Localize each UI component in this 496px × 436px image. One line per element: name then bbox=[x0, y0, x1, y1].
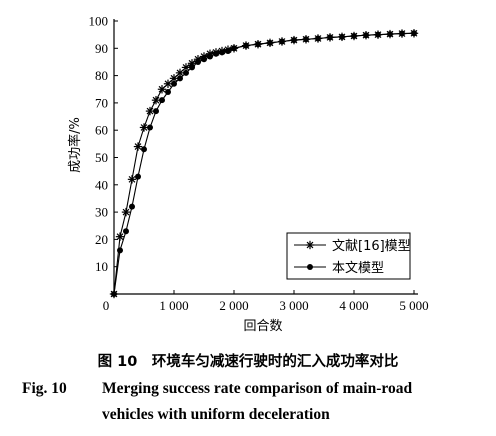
data-point bbox=[411, 30, 417, 37]
legend-box bbox=[286, 232, 411, 280]
data-point bbox=[351, 33, 357, 40]
data-point bbox=[127, 175, 137, 184]
y-tick-label: 10 bbox=[95, 259, 108, 274]
x-tick-label: 2 000 bbox=[219, 298, 248, 313]
data-point bbox=[387, 31, 393, 38]
chart: 0 1 000 2 000 3 000 4 000 5 000 10 20 30 40 50 60 70… bbox=[67, 14, 429, 335]
data-point bbox=[207, 53, 213, 60]
data-point bbox=[135, 173, 141, 180]
data-point bbox=[219, 49, 225, 56]
legend-swatch-marker bbox=[305, 240, 315, 250]
y-tick-label: 30 bbox=[95, 205, 108, 220]
x-tick-label: 3 000 bbox=[279, 298, 308, 313]
y-tick-label: 20 bbox=[95, 232, 108, 247]
data-point bbox=[163, 79, 173, 88]
figure-caption-cn: 图 10 环境车匀减速行驶时的汇入成功率对比 bbox=[97, 354, 399, 370]
data-point bbox=[177, 75, 183, 82]
x-tick-label: 4 000 bbox=[339, 298, 368, 313]
data-point bbox=[123, 228, 129, 235]
data-point bbox=[115, 232, 125, 241]
data-point bbox=[141, 146, 147, 153]
data-point bbox=[363, 32, 369, 39]
data-point bbox=[169, 74, 179, 83]
data-point bbox=[171, 80, 177, 87]
data-point bbox=[133, 142, 143, 151]
y-tick-label: 80 bbox=[95, 68, 108, 83]
data-point bbox=[189, 64, 195, 71]
data-point bbox=[151, 95, 161, 105]
legend-entry-series-1 bbox=[294, 240, 326, 250]
series-2 bbox=[111, 30, 417, 297]
data-point bbox=[243, 42, 249, 49]
figure-caption-label: Fig. 10 bbox=[22, 380, 67, 397]
data-point bbox=[267, 39, 273, 46]
data-point bbox=[139, 123, 149, 132]
y-tick-label: 60 bbox=[95, 123, 108, 138]
y-tick-label: 50 bbox=[95, 150, 108, 165]
data-point bbox=[117, 247, 123, 254]
data-point bbox=[195, 58, 201, 65]
x-axis-title: 回合数 bbox=[243, 319, 282, 334]
data-point bbox=[231, 45, 237, 52]
data-point bbox=[129, 203, 135, 210]
ticks: 0 1 000 2 000 3 000 4 000 5 000 10 20 30 40 50 60 70… bbox=[89, 14, 429, 314]
figure-caption-line-2: vehicles with uniform deceleration bbox=[102, 406, 330, 423]
data-point bbox=[153, 108, 159, 115]
data-point bbox=[225, 48, 231, 55]
data-point bbox=[315, 35, 321, 42]
data-point bbox=[183, 69, 189, 76]
data-point bbox=[303, 36, 309, 43]
y-tick-label: 40 bbox=[95, 177, 108, 192]
y-tick-label: 100 bbox=[89, 14, 109, 29]
legend-label-series-2: 本文模型 bbox=[332, 261, 384, 276]
data-point bbox=[147, 124, 153, 131]
data-point bbox=[181, 63, 191, 72]
origin-tick-label: 0 bbox=[103, 298, 110, 313]
data-point bbox=[327, 34, 333, 41]
data-point bbox=[111, 291, 117, 297]
data-point bbox=[201, 56, 207, 63]
y-tick-label: 90 bbox=[95, 41, 108, 56]
x-tick-label: 1 000 bbox=[159, 298, 188, 313]
data-point bbox=[279, 38, 285, 45]
data-point bbox=[375, 31, 381, 38]
data-point bbox=[399, 30, 405, 37]
figure-caption-line-1: Merging success rate comparison of main-… bbox=[102, 380, 413, 397]
data-point bbox=[157, 85, 167, 94]
legend-swatch-marker bbox=[307, 264, 313, 270]
legend-label-series-1: 文献[16]模型 bbox=[332, 239, 411, 254]
legend: 文献[16]模型 本文模型 bbox=[286, 232, 411, 280]
data-point bbox=[213, 50, 219, 57]
data-point bbox=[255, 41, 261, 48]
data-point bbox=[339, 33, 345, 40]
y-axis-title: 成功率/% bbox=[67, 117, 83, 173]
legend-entry-series-2 bbox=[294, 264, 326, 270]
y-tick-label: 70 bbox=[95, 95, 108, 110]
axes bbox=[113, 19, 418, 295]
series-layer bbox=[109, 29, 419, 299]
data-point bbox=[159, 97, 165, 104]
data-point bbox=[145, 106, 155, 116]
x-tick-label: 5 000 bbox=[399, 298, 428, 313]
figure-caption-en: Fig. 10 Merging success rate comparison o… bbox=[22, 376, 490, 428]
data-point bbox=[165, 88, 171, 95]
data-point bbox=[291, 37, 297, 44]
data-point bbox=[121, 207, 131, 217]
